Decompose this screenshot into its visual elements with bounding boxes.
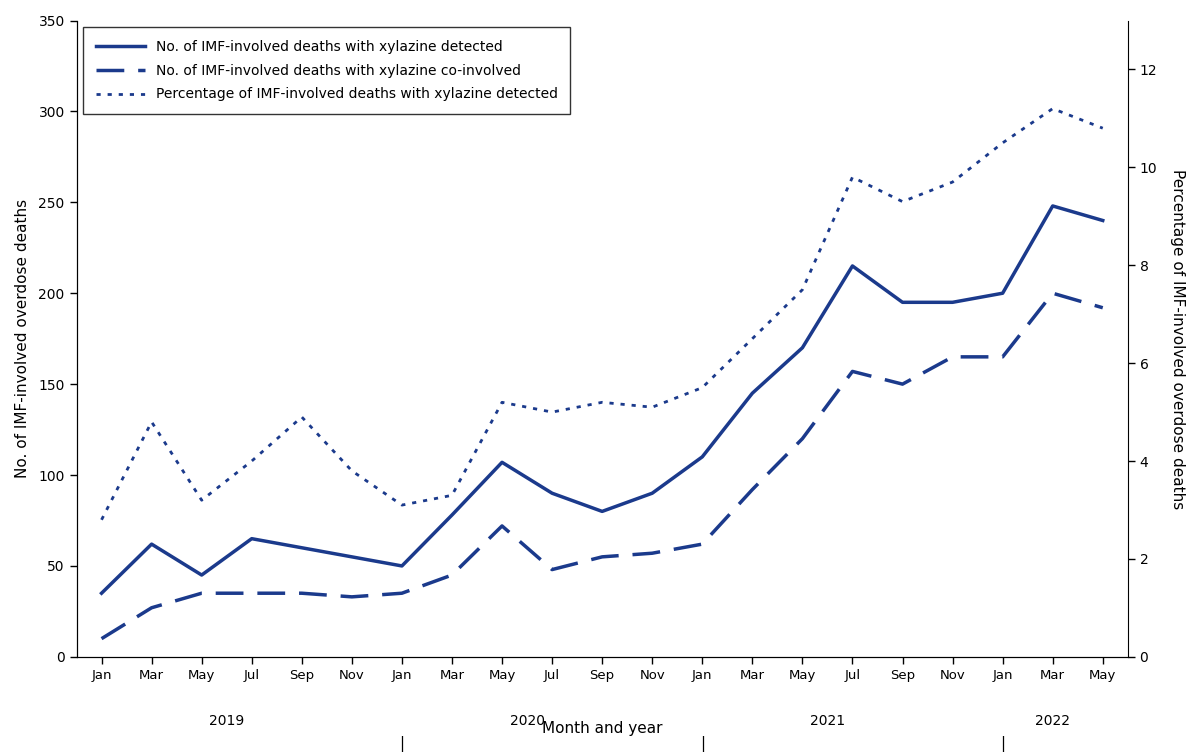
Y-axis label: Percentage of IMF-involved overdose deaths: Percentage of IMF-involved overdose deat… — [1170, 168, 1184, 509]
Legend: No. of IMF-involved deaths with xylazine detected, No. of IMF-involved deaths wi: No. of IMF-involved deaths with xylazine… — [84, 27, 570, 114]
Y-axis label: No. of IMF-involved overdose deaths: No. of IMF-involved overdose deaths — [14, 199, 30, 478]
Text: 2019: 2019 — [209, 714, 245, 728]
Text: 2021: 2021 — [810, 714, 845, 728]
X-axis label: Month and year: Month and year — [542, 721, 662, 736]
Text: |: | — [400, 736, 404, 753]
Text: 2022: 2022 — [1036, 714, 1070, 728]
Text: |: | — [1000, 736, 1006, 753]
Text: 2020: 2020 — [510, 714, 545, 728]
Text: |: | — [700, 736, 704, 753]
